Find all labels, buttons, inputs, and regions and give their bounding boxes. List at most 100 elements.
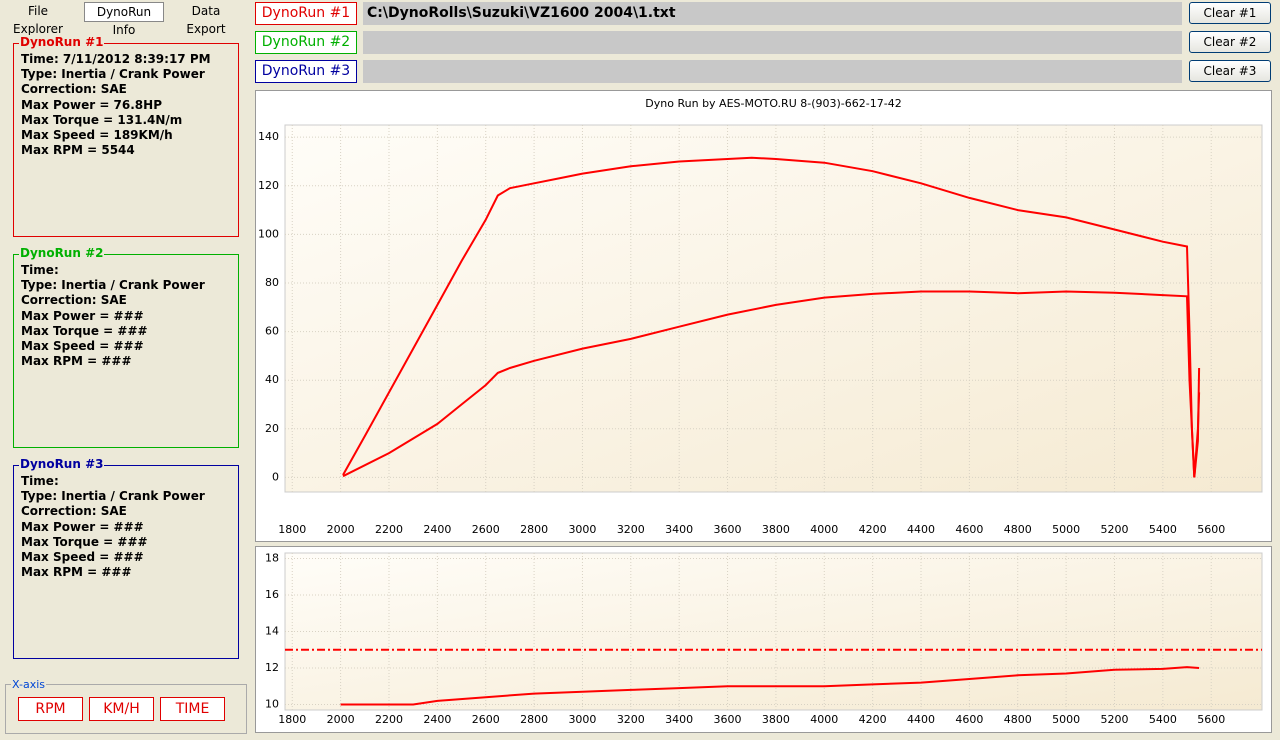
panel-lines: Time: Type: Inertia / Crank Power Correcti… (14, 474, 238, 580)
info-line: Max Speed = ### (21, 550, 144, 565)
x-tick-label: 3800 (762, 523, 790, 536)
run-label[interactable]: DynoRun #1 (255, 2, 357, 25)
info-panel: DynoRun #2 Time: Type: Inertia / Crank Pow… (13, 246, 239, 448)
y-tick-label: 14 (265, 625, 279, 638)
clear-button[interactable]: Clear #2 (1189, 31, 1271, 53)
x-axis-button[interactable]: RPM (18, 697, 83, 721)
info-line: Max Speed = 189KM/h (21, 128, 173, 143)
x-tick-label: 2400 (423, 523, 451, 536)
x-tick-label: 3400 (665, 523, 693, 536)
x-tick-label: 3400 (665, 713, 693, 726)
clear-button[interactable]: Clear #1 (1189, 2, 1271, 24)
x-tick-label: 4400 (907, 713, 935, 726)
x-tick-label: 2800 (520, 713, 548, 726)
panel-lines: Time: Type: Inertia / Crank Power Correcti… (14, 263, 238, 369)
x-tick-label: 4200 (859, 713, 887, 726)
x-tick-label: 5400 (1149, 523, 1177, 536)
x-tick-label: 2000 (327, 523, 355, 536)
info-line: Time: 7/11/2012 8:39:17 PM (21, 52, 211, 66)
panel-title: DynoRun #1 (19, 35, 105, 49)
run-label[interactable]: DynoRun #3 (255, 60, 357, 83)
info-line: Max RPM = ### (21, 565, 132, 580)
info-line: Max Power = ### (21, 308, 144, 323)
x-tick-label: 4600 (955, 523, 983, 536)
y-tick-label: 12 (265, 661, 279, 674)
file-path (363, 60, 1182, 83)
x-tick-label: 5200 (1100, 713, 1128, 726)
x-axis-button[interactable]: TIME (160, 697, 225, 721)
x-tick-label: 3000 (568, 523, 596, 536)
y-tick-label: 140 (258, 130, 279, 143)
data-line (342, 290, 1201, 478)
y-tick-label: 40 (265, 373, 279, 386)
x-axis-group: X-axis (5, 678, 247, 734)
x-tick-label: 3000 (568, 713, 596, 726)
x-tick-label: 2600 (472, 523, 500, 536)
run-label[interactable]: DynoRun #2 (255, 31, 357, 54)
x-tick-label: 5400 (1149, 713, 1177, 726)
y-tick-label: 60 (265, 325, 279, 338)
clear-button[interactable]: Clear #3 (1189, 60, 1271, 82)
data-line (340, 666, 1200, 706)
info-line: Max Torque = ### (21, 323, 148, 338)
y-tick-label: 16 (265, 588, 279, 601)
y-tick-label: 18 (265, 551, 279, 564)
group-title: X-axis (11, 678, 46, 691)
panel-lines: Time: 7/11/2012 8:39:17 PM Type: Inertia … (14, 52, 238, 158)
x-tick-label: 4800 (1004, 523, 1032, 536)
info-panel: DynoRun #3 Time: Type: Inertia / Crank Pow… (13, 457, 239, 659)
y-tick-label: 80 (265, 276, 279, 289)
x-tick-label: 3600 (714, 713, 742, 726)
y-tick-label: 0 (272, 470, 279, 483)
chart-title: Dyno Run by AES-MOTO.RU 8-(903)-662-17-4… (645, 97, 901, 110)
x-tick-label: 4000 (810, 523, 838, 536)
x-tick-label: 2800 (520, 523, 548, 536)
info-line: Time: (21, 263, 59, 277)
file-path: C:\DynoRolls\Suzuki\VZ1600 2004\1.txt (363, 2, 1182, 25)
info-line: Max Power = 76.8HP (21, 97, 162, 112)
y-tick-label: 20 (265, 422, 279, 435)
x-tick-label: 3200 (617, 713, 645, 726)
y-tick-label: 120 (258, 179, 279, 192)
x-tick-label: 3600 (714, 523, 742, 536)
x-tick-label: 4200 (859, 523, 887, 536)
info-line: Type: Inertia / Crank Power (21, 278, 205, 293)
x-tick-label: 4800 (1004, 713, 1032, 726)
x-tick-label: 3800 (762, 713, 790, 726)
x-tick-label: 5200 (1100, 523, 1128, 536)
info-line: Correction: SAE (21, 293, 127, 308)
info-line: Max Power = ### (21, 519, 144, 534)
info-line: Type: Inertia / Crank Power (21, 489, 205, 504)
tab[interactable]: DynoRun Info (84, 2, 164, 37)
tab[interactable]: File Explorer (13, 4, 63, 36)
x-tick-label: 2600 (472, 713, 500, 726)
x-tick-label: 2200 (375, 523, 403, 536)
x-axis-button[interactable]: KM/H (89, 697, 154, 721)
info-line: Max RPM = ### (21, 354, 132, 369)
info-line: Max Speed = ### (21, 339, 144, 354)
data-line (342, 156, 1201, 478)
x-tick-label: 5600 (1197, 713, 1225, 726)
panel-title: DynoRun #2 (19, 246, 105, 260)
x-tick-label: 5600 (1197, 523, 1225, 536)
x-tick-label: 1800 (278, 713, 306, 726)
panel-title: DynoRun #3 (19, 457, 105, 471)
x-tick-label: 2200 (375, 713, 403, 726)
x-tick-label: 3200 (617, 523, 645, 536)
x-tick-label: 4600 (955, 713, 983, 726)
info-line: Time: (21, 474, 59, 488)
x-tick-label: 4400 (907, 523, 935, 536)
y-tick-label: 10 (265, 698, 279, 711)
tab[interactable]: Data Export (186, 4, 226, 36)
x-tick-label: 1800 (278, 523, 306, 536)
info-line: Correction: SAE (21, 82, 127, 97)
x-tick-label: 4000 (810, 713, 838, 726)
info-panel: DynoRun #1 Time: 7/11/2012 8:39:17 PM Type… (13, 35, 239, 237)
x-tick-label: 5000 (1052, 523, 1080, 536)
x-tick-label: 2400 (423, 713, 451, 726)
x-tick-label: 2000 (327, 713, 355, 726)
y-tick-label: 100 (258, 227, 279, 240)
plot-area (284, 124, 1263, 493)
